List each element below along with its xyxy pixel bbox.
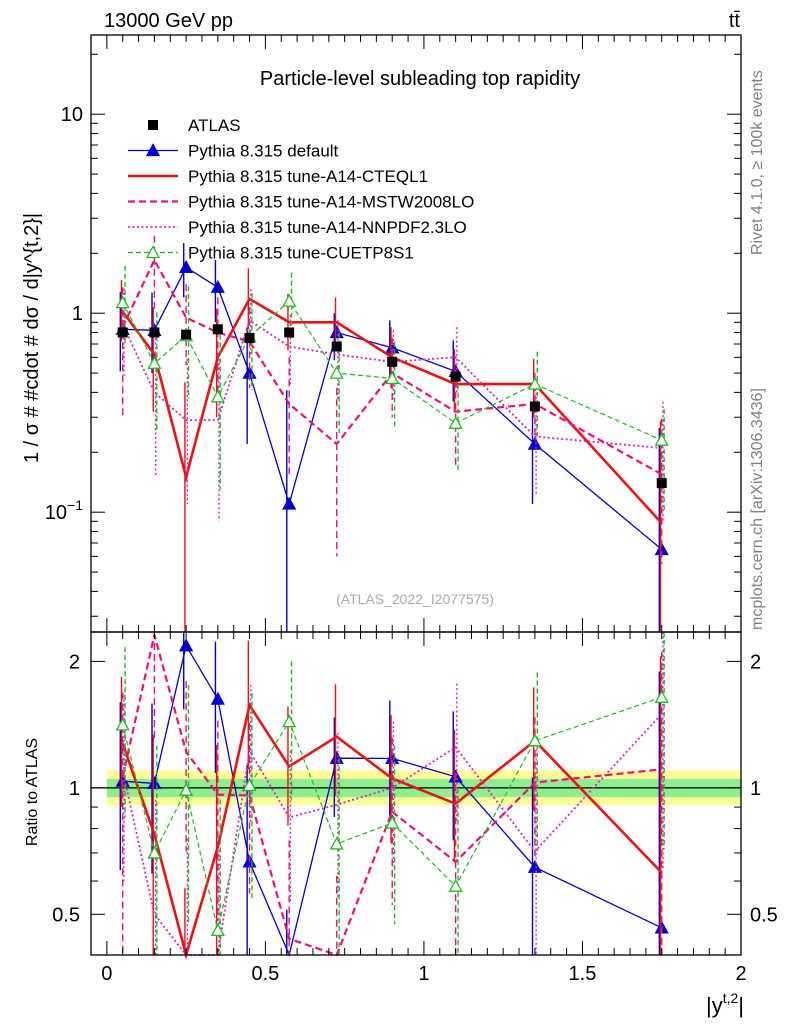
ratio-marker (210, 691, 225, 705)
ratio-marker (242, 778, 257, 792)
series-marker (210, 389, 225, 403)
series-1 (120, 268, 663, 632)
ratio-tick-label: 0.5 (52, 904, 80, 926)
ratio-marker (448, 878, 463, 892)
legend-marker-atlas (148, 120, 158, 130)
ratio-marker (179, 782, 194, 796)
data-point (450, 371, 461, 382)
series-marker (329, 325, 344, 339)
series-2 (121, 235, 663, 564)
ratio-tick-label-right: 1 (750, 778, 761, 800)
main-panel: Particle-level subleading top rapidity (… (21, 34, 742, 633)
series-marker (527, 376, 542, 390)
header-right: tt̄ (729, 10, 741, 32)
series-marker (282, 293, 297, 307)
series-marker (385, 371, 400, 385)
series-line (121, 257, 663, 476)
ratio-marker (329, 836, 344, 850)
data-point (117, 327, 128, 338)
legend-label: Pythia 8.315 tune-A14-CTEQL1 (188, 167, 428, 186)
y-axis-label: 1 / σ # #cdot # dσ / d|y^{t,2}| (21, 213, 43, 463)
data-point (212, 324, 223, 335)
chart-title: Particle-level subleading top rapidity (260, 68, 580, 90)
ratio-y-label: Ratio to ATLAS (24, 738, 41, 846)
legend-label: Pythia 8.315 default (188, 142, 339, 161)
rivet-label: Rivet 4.1.0, ≥ 100k events (749, 70, 766, 255)
data-point (656, 478, 667, 489)
ratio-tick-label-right: 0.5 (750, 904, 778, 926)
series-marker (448, 415, 463, 429)
series-marker (147, 355, 162, 369)
atlas-data (117, 324, 667, 489)
y-tick-label: 10−1 (45, 497, 83, 524)
data-point (331, 341, 342, 352)
main-series (115, 235, 669, 632)
series-marker (282, 496, 297, 510)
y-tick-label: 10 (61, 104, 83, 126)
data-point (244, 333, 255, 344)
series-marker (329, 365, 344, 379)
ratio-ticks: 0.5 0.5 1 1 2 2 0 0.5 1 1.5 2 (52, 632, 778, 985)
data-point (387, 356, 398, 367)
x-tick-label: 1 (418, 963, 429, 985)
legend-marker (145, 143, 161, 157)
data-point (149, 327, 160, 338)
ratio-marker (654, 689, 669, 703)
ratio-line (121, 701, 663, 960)
x-tick-label: 1.5 (569, 963, 597, 985)
ratio-frame (90, 631, 742, 956)
series-marker (210, 279, 225, 293)
ratio-marker (282, 714, 297, 728)
x-tick-label: 0.5 (251, 963, 279, 985)
series-marker (527, 436, 542, 450)
ratio-line (121, 634, 662, 957)
mcplots-label: mcplots.cern.ch [arXiv:1306.3436] (749, 388, 766, 630)
ratio-marker (147, 845, 162, 859)
ratio-tick-label: 2 (69, 651, 80, 673)
data-point (284, 327, 295, 338)
ratio-marker (385, 815, 400, 829)
data-point (181, 329, 192, 340)
x-axis-label: |yt,2| (706, 990, 744, 1018)
ratio-line (121, 713, 663, 956)
ratio-series-3 (121, 632, 664, 956)
ratio-marker (115, 717, 130, 731)
ratio-tick-label-right: 2 (750, 651, 761, 673)
ratio-series-4 (115, 632, 669, 955)
ratio-marker (210, 923, 225, 937)
series-marker (115, 295, 130, 309)
series-marker (654, 432, 669, 446)
header-left: 13000 GeV pp (104, 10, 233, 32)
legend-label: Pythia 8.315 tune-A14-NNPDF2.3LO (188, 218, 467, 237)
legend-label: Pythia 8.315 tune-A14-MSTW2008LO (188, 193, 474, 212)
x-tick-label: 0 (101, 963, 112, 985)
main-ticks: 10 1 10−1 (45, 35, 742, 632)
y-tick-label: 1 (72, 303, 83, 325)
series-marker (179, 259, 194, 273)
legend-label: Pythia 8.315 tune-CUETP8S1 (188, 244, 414, 263)
ratio-marker (527, 859, 542, 873)
series-line (122, 300, 662, 441)
legend: ATLAS Pythia 8.315 default Pythia 8.315 tu… (128, 116, 474, 263)
analysis-id: (ATLAS_2022_I2077575) (336, 591, 494, 607)
x-tick-label: 2 (735, 963, 746, 985)
legend-marker (145, 245, 161, 259)
ratio-panel: Ratio to ATLAS 0.5 0.5 1 1 2 2 0 0.5 1 1.5 2 |yt,2… (24, 631, 778, 1018)
legend-label: ATLAS (188, 116, 241, 135)
series-line (121, 297, 663, 525)
ratio-marker (527, 733, 542, 747)
ratio-series (115, 632, 669, 960)
data-point (529, 401, 540, 412)
ratio-tick-label: 1 (69, 778, 80, 800)
ratio-marker (179, 638, 194, 652)
